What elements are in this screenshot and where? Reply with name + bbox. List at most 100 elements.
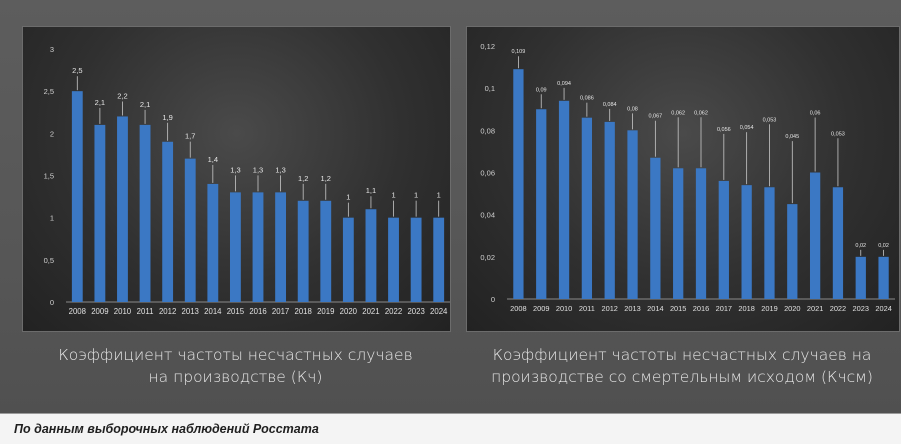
data-label: 1,1 [366,186,376,195]
data-label: 1,2 [298,174,308,183]
bar [650,157,661,299]
bar [878,256,889,299]
bar [342,217,354,302]
x-tick-label: 2008 [510,304,526,313]
source-footer: По данным выборочных наблюдений Росстата [0,413,901,444]
caption-accident-frequency: Коэффициент частоты несчастных случаев н… [22,344,449,388]
x-tick-label: 2017 [272,307,289,316]
data-label: 0,062 [671,110,685,116]
data-label: 1,3 [253,165,263,174]
x-tick-label: 2022 [830,304,846,313]
bar [558,100,570,299]
y-tick-label: 0,06 [480,169,495,178]
data-label: 0,053 [763,117,777,123]
x-tick-label: 2018 [294,307,311,316]
y-tick-label: 0 [50,298,54,307]
x-tick-label: 2020 [340,307,358,316]
x-tick-label: 2013 [182,307,199,316]
data-label: 1,2 [321,174,331,183]
chart-panel-accident-frequency: 0 0,5 1 1,5 2 2,5 3 2008 2,5 2009 2,1 2010 2,2 2011 2,… [22,26,451,332]
y-tick-label: 0,02 [480,253,495,262]
x-tick-label: 2009 [533,304,549,313]
y-tick-label: 2,5 [44,87,54,96]
bar [695,168,707,299]
bar [207,183,219,302]
data-label: 0,062 [694,110,708,116]
data-label: 1,4 [208,155,218,164]
accident-frequency-chart: 0 0,5 1 1,5 2 2,5 3 2008 2,5 2009 2,1 2010 2,2 2011 2,… [44,45,450,316]
data-label: 0,045 [785,134,799,140]
bar [855,256,866,299]
x-tick-label: 2014 [204,307,222,316]
y-tick-label: 0,04 [480,211,495,220]
x-tick-label: 2008 [69,307,86,316]
chart-panel-fatal-accident-frequency: 0 0,02 0,04 0,06 0,08 0,1 0,12 2008 0,109 2009 0,0… [466,26,900,332]
y-tick-label: 1 [50,214,54,223]
data-label: 1,3 [230,165,240,174]
y-tick-label: 2 [50,129,54,138]
bar [365,209,377,302]
x-tick-label: 2019 [317,307,334,316]
data-label: 1 [414,191,418,200]
bar [184,158,196,302]
bar [297,200,309,302]
x-tick-label: 2009 [91,307,108,316]
data-label: 0,08 [627,106,638,112]
data-label: 0,109 [512,49,526,55]
x-tick-label: 2013 [624,304,640,313]
x-tick-label: 2012 [159,307,176,316]
bar [513,69,524,299]
bar [536,109,547,299]
bar [252,192,264,302]
bar [320,200,332,302]
data-label: 0,09 [536,87,547,93]
y-tick-label: 1,5 [44,172,54,181]
bar [275,192,287,302]
data-label: 0,02 [855,243,866,249]
data-label: 0,086 [580,96,594,102]
bar [741,185,752,299]
x-tick-label: 2010 [556,304,572,313]
caption-line: производстве со смертельным исходом (Кчс… [491,368,873,386]
bar [410,217,422,302]
bar [809,172,821,299]
caption-line: на производстве (Кч) [148,368,323,386]
bar [71,91,83,303]
bar [229,192,241,302]
x-tick-label: 2023 [407,307,424,316]
bar [581,117,593,299]
x-tick-label: 2015 [670,304,686,313]
x-tick-label: 2014 [647,304,663,313]
x-tick-label: 2024 [430,307,448,316]
data-label: 0,094 [557,81,571,87]
data-label: 2,5 [72,66,82,75]
x-tick-label: 2021 [362,307,379,316]
bar [388,217,399,302]
x-tick-label: 2012 [601,304,617,313]
x-tick-label: 2016 [249,307,266,316]
x-tick-label: 2011 [137,307,154,316]
x-tick-label: 2022 [385,307,402,316]
bar [718,180,729,299]
y-tick-label: 0,12 [480,42,495,51]
y-tick-label: 0,5 [44,256,54,265]
y-tick-label: 0,08 [480,126,495,135]
y-tick-label: 0,1 [485,84,495,93]
caption-line: Коэффициент частоты несчастных случаев н… [492,346,872,364]
bar [162,141,174,302]
bar [117,116,128,302]
bar [433,217,445,302]
data-label: 1 [346,193,350,202]
data-label: 0,06 [810,111,821,117]
x-tick-label: 2018 [738,304,754,313]
data-label: 1,9 [162,113,172,122]
x-tick-label: 2011 [579,304,595,313]
data-label: 0,053 [831,131,845,137]
x-tick-label: 2015 [227,307,245,316]
source-note: По данным выборочных наблюдений Росстата [14,422,319,436]
bar [787,204,798,299]
data-label: 0,02 [878,243,889,249]
x-tick-label: 2016 [693,304,709,313]
fatal-accident-frequency-chart: 0 0,02 0,04 0,06 0,08 0,1 0,12 2008 0,109 2009 0,0… [480,42,895,313]
data-label: 2,1 [95,98,105,107]
